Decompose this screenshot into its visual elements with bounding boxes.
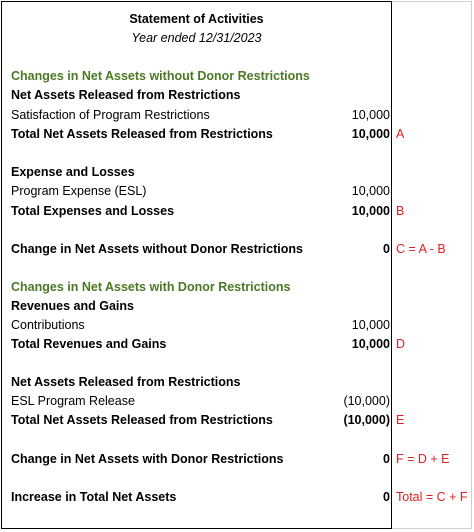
total-released-with-label: Total Net Assets Released from Restricti… bbox=[11, 413, 273, 427]
esl-release-label: ESL Program Release bbox=[11, 394, 135, 408]
change-without-label: Change in Net Assets without Donor Restr… bbox=[11, 242, 303, 256]
total-revenues-row: Total Revenues and Gains 10,000 D bbox=[1, 335, 472, 354]
total-expenses-value: 10,000 bbox=[351, 204, 390, 218]
total-increase-value: 0 bbox=[383, 490, 390, 504]
satisfaction-value: 10,000 bbox=[351, 108, 390, 122]
change-with-label: Change in Net Assets with Donor Restrict… bbox=[11, 452, 284, 466]
released-title-with: Net Assets Released from Restrictions bbox=[11, 375, 241, 389]
note-e: E bbox=[396, 413, 405, 427]
released-title-without: Net Assets Released from Restrictions bbox=[11, 88, 241, 102]
program-expense-value: 10,000 bbox=[351, 184, 390, 198]
total-expenses-label: Total Expenses and Losses bbox=[11, 204, 175, 218]
program-expense-label: Program Expense (ESL) bbox=[11, 184, 147, 198]
total-revenues-value: 10,000 bbox=[351, 337, 390, 351]
statement-title: Statement of Activities bbox=[129, 12, 264, 26]
contributions-label: Contributions bbox=[11, 318, 85, 332]
esl-release-row: ESL Program Release (10,000) bbox=[1, 392, 472, 411]
section-without-heading: Changes in Net Assets without Donor Rest… bbox=[11, 69, 310, 83]
note-c: C = A - B bbox=[396, 242, 446, 256]
total-revenues-label: Total Revenues and Gains bbox=[11, 337, 167, 351]
note-b: B bbox=[396, 204, 405, 218]
total-released-without-value: 10,000 bbox=[351, 127, 390, 141]
change-with-row: Change in Net Assets with Donor Restrict… bbox=[1, 450, 472, 469]
program-expense-row: Program Expense (ESL) 10,000 bbox=[1, 182, 472, 201]
total-increase-label: Increase in Total Net Assets bbox=[11, 490, 177, 504]
total-increase-row: Increase in Total Net Assets 0 Total = C… bbox=[1, 488, 472, 507]
change-with-value: 0 bbox=[383, 452, 390, 466]
total-released-without-label: Total Net Assets Released from Restricti… bbox=[11, 127, 273, 141]
contributions-row: Contributions 10,000 bbox=[1, 316, 472, 335]
satisfaction-label: Satisfaction of Program Restrictions bbox=[11, 108, 210, 122]
statement-subtitle: Year ended 12/31/2023 bbox=[131, 31, 262, 45]
section-with-heading: Changes in Net Assets with Donor Restric… bbox=[11, 280, 291, 294]
total-released-without-row: Total Net Assets Released from Restricti… bbox=[1, 125, 472, 144]
total-expenses-row: Total Expenses and Losses 10,000 B bbox=[1, 202, 472, 221]
satisfaction-row: Satisfaction of Program Restrictions 10,… bbox=[1, 106, 472, 125]
statement-box bbox=[1, 1, 392, 529]
change-without-value: 0 bbox=[383, 242, 390, 256]
note-total: Total = C + F bbox=[396, 490, 468, 504]
note-f: F = D + E bbox=[396, 452, 450, 466]
change-without-row: Change in Net Assets without Donor Restr… bbox=[1, 240, 472, 259]
total-released-with-value: (10,000) bbox=[343, 413, 390, 427]
note-a: A bbox=[396, 127, 405, 141]
esl-release-value: (10,000) bbox=[343, 394, 390, 408]
note-d: D bbox=[396, 337, 406, 351]
revenues-title: Revenues and Gains bbox=[11, 299, 134, 313]
total-released-with-row: Total Net Assets Released from Restricti… bbox=[1, 411, 472, 430]
annotation-column bbox=[392, 1, 472, 529]
contributions-value: 10,000 bbox=[351, 318, 390, 332]
expense-title: Expense and Losses bbox=[11, 165, 135, 179]
